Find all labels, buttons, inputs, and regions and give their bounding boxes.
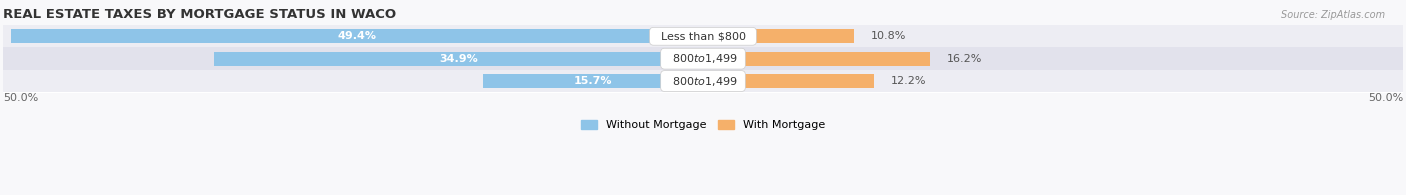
Text: $800 to $1,499: $800 to $1,499 [665, 52, 741, 65]
Bar [3, 70, 1403, 92]
Bar [214, 52, 703, 66]
Bar [703, 29, 855, 43]
Text: Source: ZipAtlas.com: Source: ZipAtlas.com [1281, 10, 1385, 20]
Text: 50.0%: 50.0% [1368, 93, 1403, 103]
Legend: Without Mortgage, With Mortgage: Without Mortgage, With Mortgage [576, 115, 830, 135]
Text: 16.2%: 16.2% [946, 54, 981, 64]
Text: 49.4%: 49.4% [337, 31, 377, 41]
Bar [11, 29, 703, 43]
Bar [703, 74, 875, 88]
Text: Less than $800: Less than $800 [654, 31, 752, 41]
Text: 50.0%: 50.0% [3, 93, 38, 103]
Text: 15.7%: 15.7% [574, 76, 613, 86]
Text: REAL ESTATE TAXES BY MORTGAGE STATUS IN WACO: REAL ESTATE TAXES BY MORTGAGE STATUS IN … [3, 8, 396, 21]
Bar [3, 48, 1403, 70]
Text: 10.8%: 10.8% [872, 31, 907, 41]
Text: 12.2%: 12.2% [890, 76, 927, 86]
Bar [484, 74, 703, 88]
Text: $800 to $1,499: $800 to $1,499 [665, 74, 741, 88]
Bar [3, 25, 1403, 48]
Text: 34.9%: 34.9% [439, 54, 478, 64]
Bar [703, 52, 929, 66]
